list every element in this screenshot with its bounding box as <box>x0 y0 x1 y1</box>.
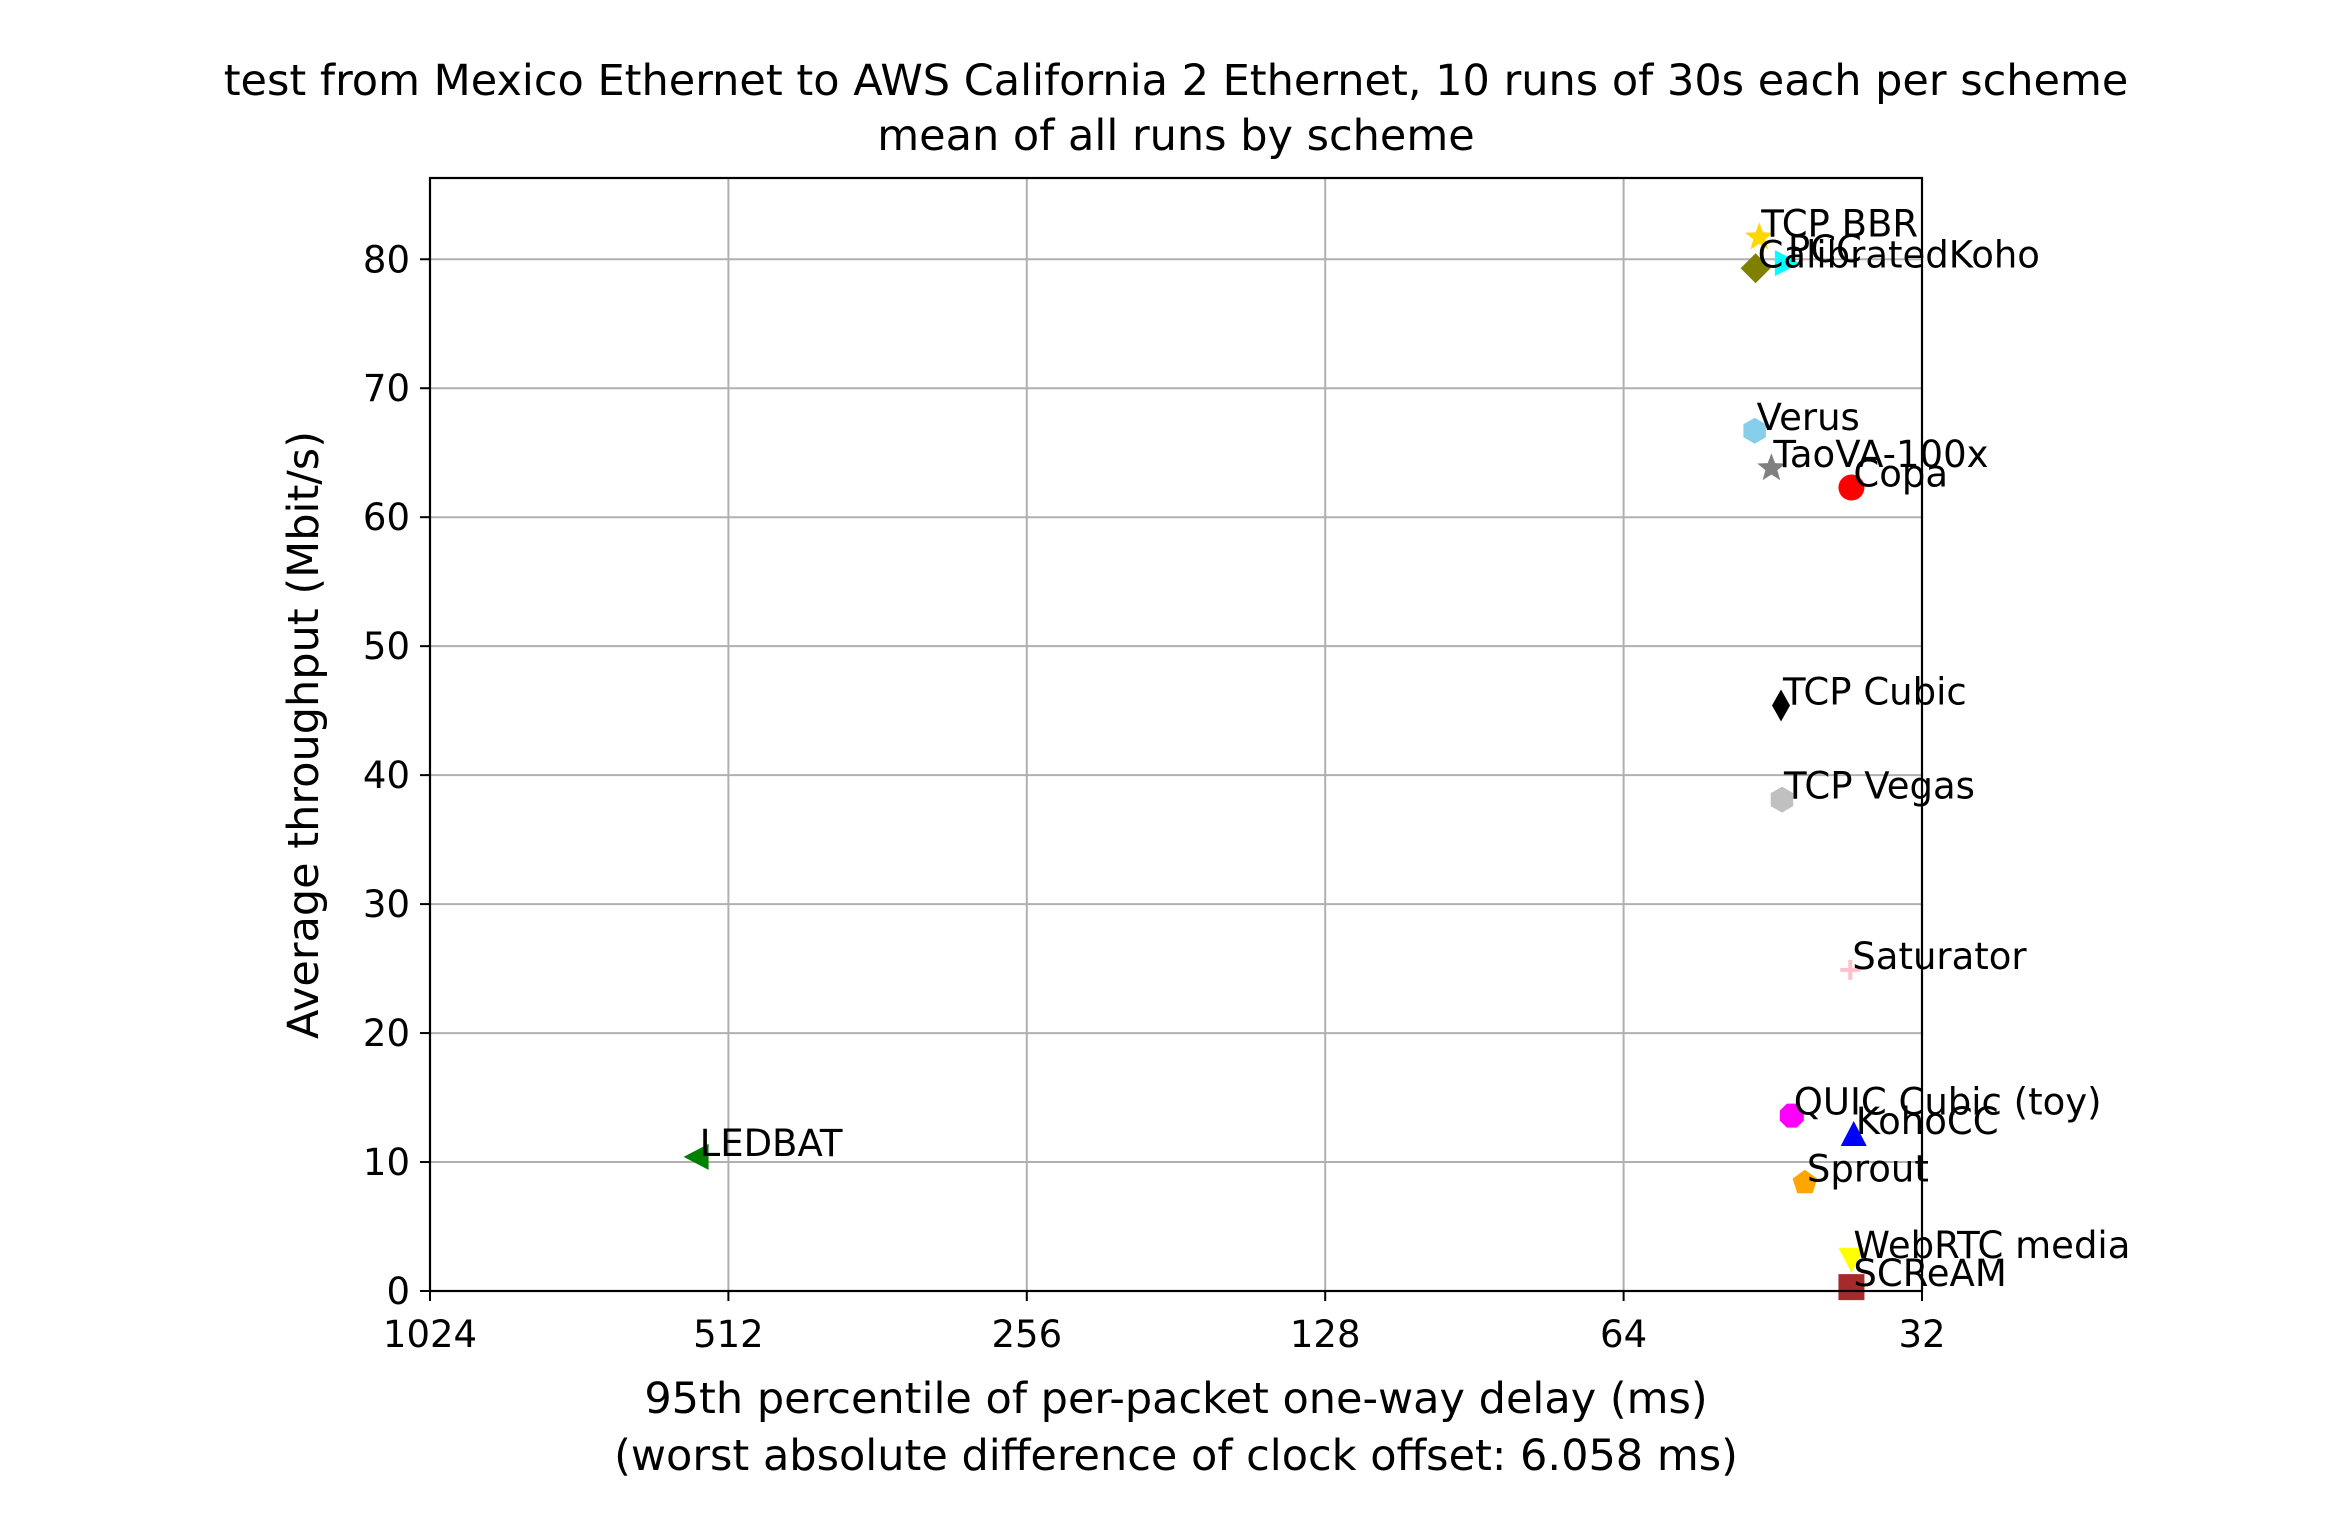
marker-quic-cubic-toy <box>1779 1103 1804 1128</box>
point-label-scream: SCReAM <box>1853 1252 2006 1295</box>
marker-verus <box>1743 417 1766 444</box>
point-pcc: PCC <box>1774 228 1862 277</box>
point-calibratedkoho: CalibratedKoho <box>1740 233 2040 284</box>
chart-title: test from Mexico Ethernet to AWS Califor… <box>224 56 2129 106</box>
axis-ticks: 1024 512 256 128 64 32 0 10 20 30 40 50 60 70 80 <box>363 238 1946 1356</box>
y-tick-label: 80 <box>363 238 410 281</box>
marker-taova-100x <box>1757 453 1786 481</box>
x-tick-label: 64 <box>1600 1313 1647 1356</box>
marker-kohocc <box>1840 1120 1867 1146</box>
y-tick-label: 20 <box>363 1012 410 1055</box>
marker-sprout <box>1792 1169 1818 1194</box>
point-label-sprout: Sprout <box>1807 1148 1929 1191</box>
point-label-ledbat: LEDBAT <box>700 1122 843 1165</box>
point-label-webrtc-media: WebRTC media <box>1853 1224 2130 1267</box>
marker-tcp-vegas <box>1770 786 1794 813</box>
y-tick-label: 0 <box>386 1270 410 1313</box>
point-sprout: Sprout <box>1792 1148 1929 1194</box>
x-tick-label: 512 <box>693 1313 764 1356</box>
y-tick-label: 10 <box>363 1141 410 1184</box>
marker-copa <box>1838 474 1865 501</box>
x-tick-label: 128 <box>1290 1313 1361 1356</box>
point-saturator: Saturator <box>1840 935 2027 980</box>
point-label-quic-cubic-toy: QUIC Cubic (toy) <box>1794 1081 2102 1124</box>
point-webrtc-media: WebRTC media <box>1838 1224 2130 1273</box>
point-label-tcp-bbr: TCP BBR <box>1760 202 1918 245</box>
point-tcp-cubic: TCP Cubic <box>1772 670 1967 722</box>
point-scream: SCReAM <box>1838 1252 2007 1301</box>
point-label-copa: Copa <box>1853 453 1948 496</box>
marker-tcp-bbr <box>1745 222 1774 250</box>
point-label-tcp-cubic: TCP Cubic <box>1782 670 1967 713</box>
point-verus: Verus <box>1743 396 1860 444</box>
point-label-kohocc: KohoCC <box>1856 1100 1999 1143</box>
marker-calibratedkoho <box>1740 253 1771 284</box>
point-kohocc: KohoCC <box>1840 1100 1999 1146</box>
point-label-pcc: PCC <box>1788 228 1862 271</box>
x-axis-label: 95th percentile of per-packet one-way de… <box>644 1374 1707 1424</box>
y-tick-label: 50 <box>363 625 410 668</box>
x-tick-label: 32 <box>1898 1313 1945 1356</box>
x-axis-label-note: (worst absolute difference of clock offs… <box>614 1431 1738 1481</box>
point-label-calibratedkoho: CalibratedKoho <box>1758 233 2040 276</box>
point-label-verus: Verus <box>1757 396 1860 439</box>
marker-webrtc-media <box>1838 1247 1865 1273</box>
y-tick-label: 40 <box>363 754 410 797</box>
chart-subtitle: mean of all runs by scheme <box>877 111 1474 161</box>
marker-pcc <box>1774 250 1800 277</box>
point-quic-cubic-toy: QUIC Cubic (toy) <box>1779 1081 2102 1128</box>
point-tcp-bbr: TCP BBR <box>1745 202 1918 250</box>
marker-ledbat <box>683 1143 709 1170</box>
marker-tcp-cubic <box>1772 689 1791 722</box>
y-axis-label: Average throughput (Mbit/s) <box>279 431 329 1039</box>
point-tcp-vegas: TCP Vegas <box>1770 765 1975 813</box>
y-tick-label: 30 <box>363 883 410 926</box>
marker-scream <box>1838 1274 1865 1301</box>
point-label-saturator: Saturator <box>1852 935 2027 978</box>
plot-frame <box>428 176 1924 1293</box>
point-copa: Copa <box>1838 453 1948 501</box>
point-taova-100x: TaoVA-100x <box>1757 433 1989 481</box>
point-label-tcp-vegas: TCP Vegas <box>1783 765 1975 808</box>
point-ledbat: LEDBAT <box>683 1122 843 1170</box>
x-tick-label: 256 <box>991 1313 1062 1356</box>
y-tick-label: 60 <box>363 496 410 539</box>
point-label-taova-100x: TaoVA-100x <box>1772 433 1988 476</box>
y-tick-label: 70 <box>363 367 410 410</box>
x-tick-label: 1024 <box>383 1313 477 1356</box>
marker-saturator <box>1840 959 1861 980</box>
